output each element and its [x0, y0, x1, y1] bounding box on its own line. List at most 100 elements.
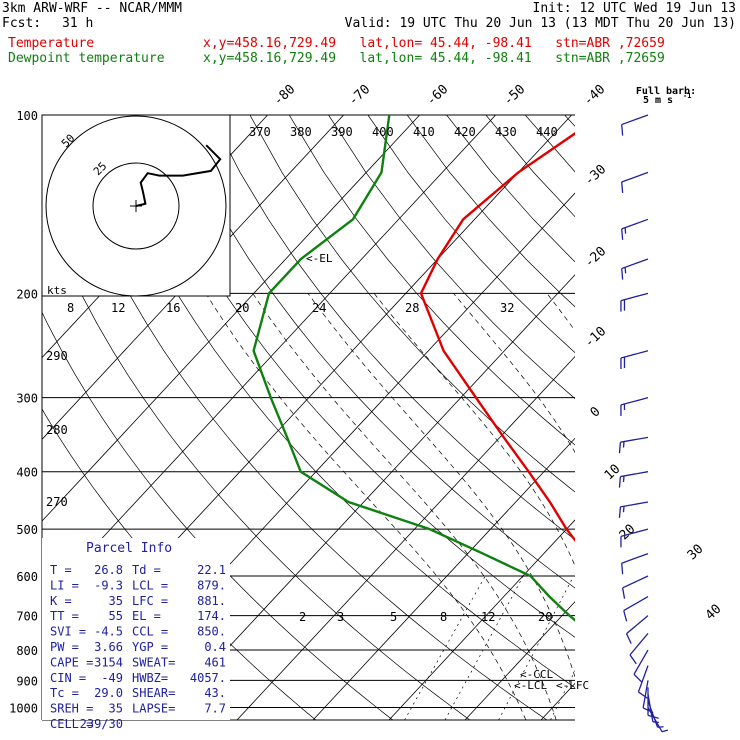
mixing-ratio-label: 8 — [440, 610, 447, 624]
parcel-param-value: 879. — [197, 578, 226, 592]
pressure-label: 1000 — [9, 701, 38, 715]
mixing-ratio-label: 3 — [337, 610, 344, 624]
theta-label: 440 — [536, 125, 558, 139]
parcel-param-label: PW = — [50, 640, 79, 654]
isotherm — [540, 682, 575, 720]
parcel-param-value: 43. — [204, 686, 226, 700]
wind-barb — [623, 596, 649, 622]
parcel-param-label: TT = — [50, 609, 79, 623]
hodograph-scale-label: 28 — [405, 301, 419, 315]
pressure-label: 600 — [16, 570, 38, 584]
parcel-param-label: YGP = — [132, 640, 168, 654]
level-annotation: <-EL — [306, 252, 333, 265]
wind-barb — [633, 649, 649, 683]
hodograph-units: kts — [47, 284, 67, 297]
isotherm — [236, 355, 575, 720]
isotherm — [617, 115, 740, 720]
parcel-info-box — [42, 538, 230, 720]
isotherm-label: -80 — [271, 82, 298, 109]
dry-adiabat — [643, 115, 740, 720]
wind-barb — [621, 575, 649, 599]
theta-label: 410 — [413, 125, 435, 139]
dry-adiabat — [683, 115, 740, 720]
dry-adiabat — [485, 115, 575, 218]
parcel-param-label: LI = — [50, 578, 79, 592]
theta-e-label: 270 — [46, 495, 68, 509]
parcel-param-value: -9.3 — [94, 578, 123, 592]
dry-adiabat — [170, 115, 575, 589]
moist-adiabat — [252, 293, 557, 720]
hodograph-trace — [135, 144, 222, 207]
isotherm-label: -70 — [346, 82, 373, 109]
level-annotation: <-LFC — [556, 679, 589, 692]
parcel-param-value: 3154 — [94, 655, 123, 669]
parcel-param-value: 7.7 — [204, 702, 226, 716]
isotherm-label: 40 — [703, 602, 725, 624]
isotherm-label: 0 — [588, 404, 604, 420]
dry-adiabat — [328, 115, 575, 400]
parcel-param-label: SVI = — [50, 625, 86, 639]
parcel-param-label: Td = — [132, 563, 161, 577]
pressure-label: 800 — [16, 644, 38, 658]
wind-barb — [618, 501, 649, 518]
wind-barb — [642, 680, 654, 714]
hodograph-scale-label: 32 — [500, 301, 514, 315]
wind-barb — [647, 694, 659, 723]
dry-adiabat — [52, 115, 548, 720]
theta-label: 420 — [454, 125, 476, 139]
isotherm-label: -20 — [582, 244, 609, 271]
isotherm-label: -50 — [501, 82, 528, 109]
wind-barb — [620, 292, 649, 312]
parcel-param-label: HWBZ= — [132, 671, 168, 685]
isotherm-label: 30 — [685, 542, 707, 564]
pressure-label: 300 — [16, 392, 38, 406]
level-annotation: <-LCL — [514, 679, 547, 692]
moist-adiabat — [546, 293, 575, 332]
mixing-ratio-label: 20 — [538, 610, 552, 624]
valid-time: Valid: 19 UTC Thu 20 Jun 13 (13 MDT Thu … — [344, 16, 736, 31]
mixing-ratio-line — [404, 575, 486, 720]
parcel-param-label: LAPSE= — [132, 702, 175, 716]
temperature-legend-info: x,y=458.16,729.49 lat,lon= 45.44, -98.41… — [203, 36, 665, 51]
theta-label: 400 — [372, 125, 394, 139]
parcel-param-value: 239/30 — [80, 717, 123, 731]
barb-legend-value: 5 m s — [643, 95, 673, 106]
dry-adiabat — [722, 115, 740, 720]
moist-adiabat — [646, 293, 710, 720]
parcel-param-value: 461 — [204, 655, 226, 669]
theta-label: 380 — [290, 125, 312, 139]
isotherm — [464, 601, 575, 720]
theta-label: 370 — [249, 125, 271, 139]
moist-adiabat — [373, 293, 575, 567]
mixing-ratio-label: 12 — [481, 610, 495, 624]
parcel-param-value: 881. — [197, 594, 226, 608]
wind-barb — [637, 665, 649, 699]
parcel-param-label: T = — [50, 563, 72, 577]
parcel-param-label: CAPE = — [50, 655, 93, 669]
barb-legend-superscript: -1 — [683, 92, 691, 100]
dewpoint-profile — [252, 115, 575, 622]
level-annotation: <-CCL — [520, 668, 553, 681]
dry-adiabat — [604, 115, 740, 720]
hodograph-scale-label: 24 — [312, 301, 326, 315]
hodograph-scale-label: 16 — [166, 301, 180, 315]
parcel-param-value: 3.66 — [94, 640, 123, 654]
wind-barb — [625, 615, 649, 644]
parcel-param-label: EL = — [132, 609, 161, 623]
parcel-param-value: 174. — [197, 609, 226, 623]
parcel-param-value: 850. — [197, 625, 226, 639]
parcel-param-label: Tc = — [50, 686, 79, 700]
parcel-param-value: 35 — [109, 594, 123, 608]
wind-barb — [618, 436, 649, 454]
isotherm-label: -30 — [582, 162, 609, 189]
parcel-param-label: CELL = — [50, 717, 93, 731]
parcel-param-value: 26.8 — [94, 563, 123, 577]
pressure-label: 400 — [16, 466, 38, 480]
theta-label: 430 — [495, 125, 517, 139]
parcel-param-label: K = — [50, 594, 72, 608]
temperature-legend-label: Temperature — [8, 36, 95, 51]
wind-barb — [618, 471, 649, 488]
parcel-param-label: SREH = — [50, 702, 93, 716]
mixing-ratio-line — [659, 576, 724, 720]
